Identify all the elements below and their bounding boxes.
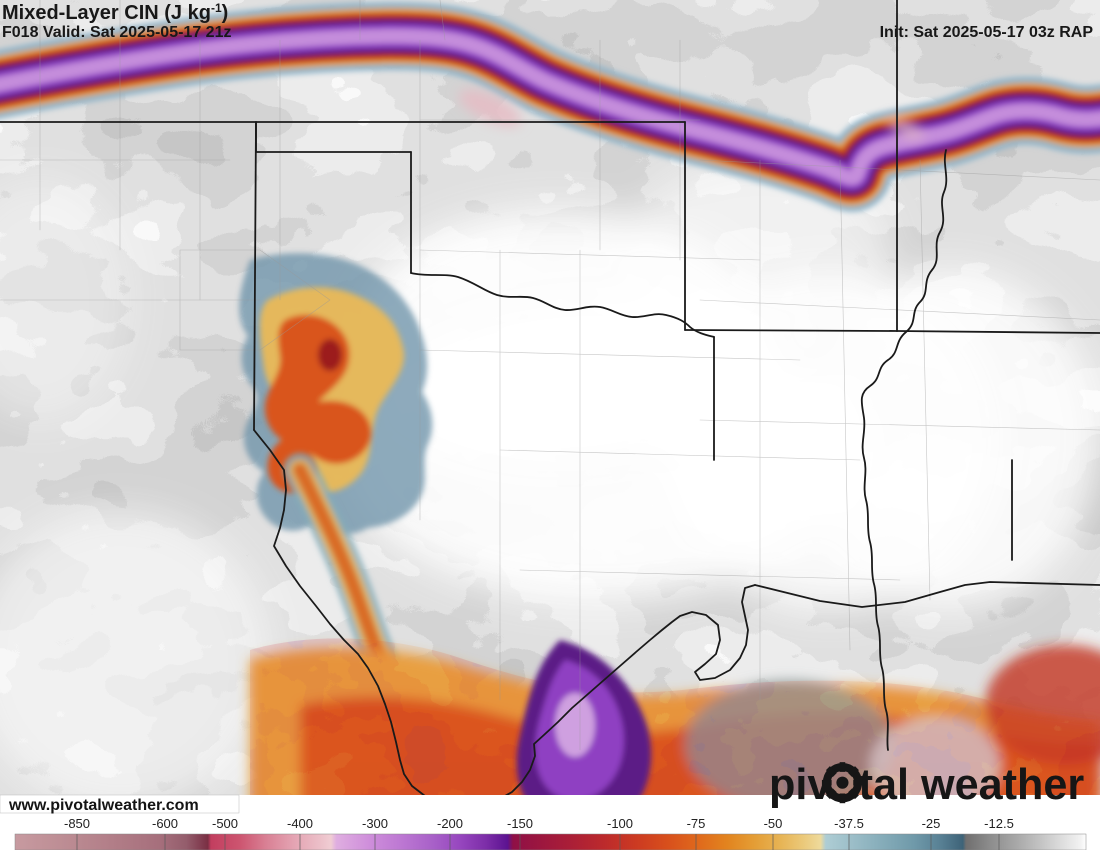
svg-text:F018 Valid: Sat 2025-05-17 21z: F018 Valid: Sat 2025-05-17 21z: [2, 24, 231, 41]
svg-text:-600: -600: [152, 816, 178, 831]
svg-text:-400: -400: [287, 816, 313, 831]
svg-text:-25: -25: [922, 816, 941, 831]
svg-text:-12.5: -12.5: [984, 816, 1014, 831]
svg-text:-75: -75: [687, 816, 706, 831]
svg-text:-300: -300: [362, 816, 388, 831]
svg-text:-500: -500: [212, 816, 238, 831]
svg-text:Mixed-Layer CIN (J kg-1): Mixed-Layer CIN (J kg-1): [2, 1, 228, 24]
svg-text:-850: -850: [64, 816, 90, 831]
svg-text:-150: -150: [507, 816, 533, 831]
svg-text:tal weather: tal weather: [859, 761, 1085, 809]
svg-text:-37.5: -37.5: [834, 816, 864, 831]
svg-text:-200: -200: [437, 816, 463, 831]
svg-text:-50: -50: [764, 816, 783, 831]
svg-text:-100: -100: [607, 816, 633, 831]
svg-text:www.pivotalweather.com: www.pivotalweather.com: [8, 797, 199, 814]
svg-text:Init: Sat 2025-05-17 03z RAP: Init: Sat 2025-05-17 03z RAP: [880, 24, 1094, 41]
